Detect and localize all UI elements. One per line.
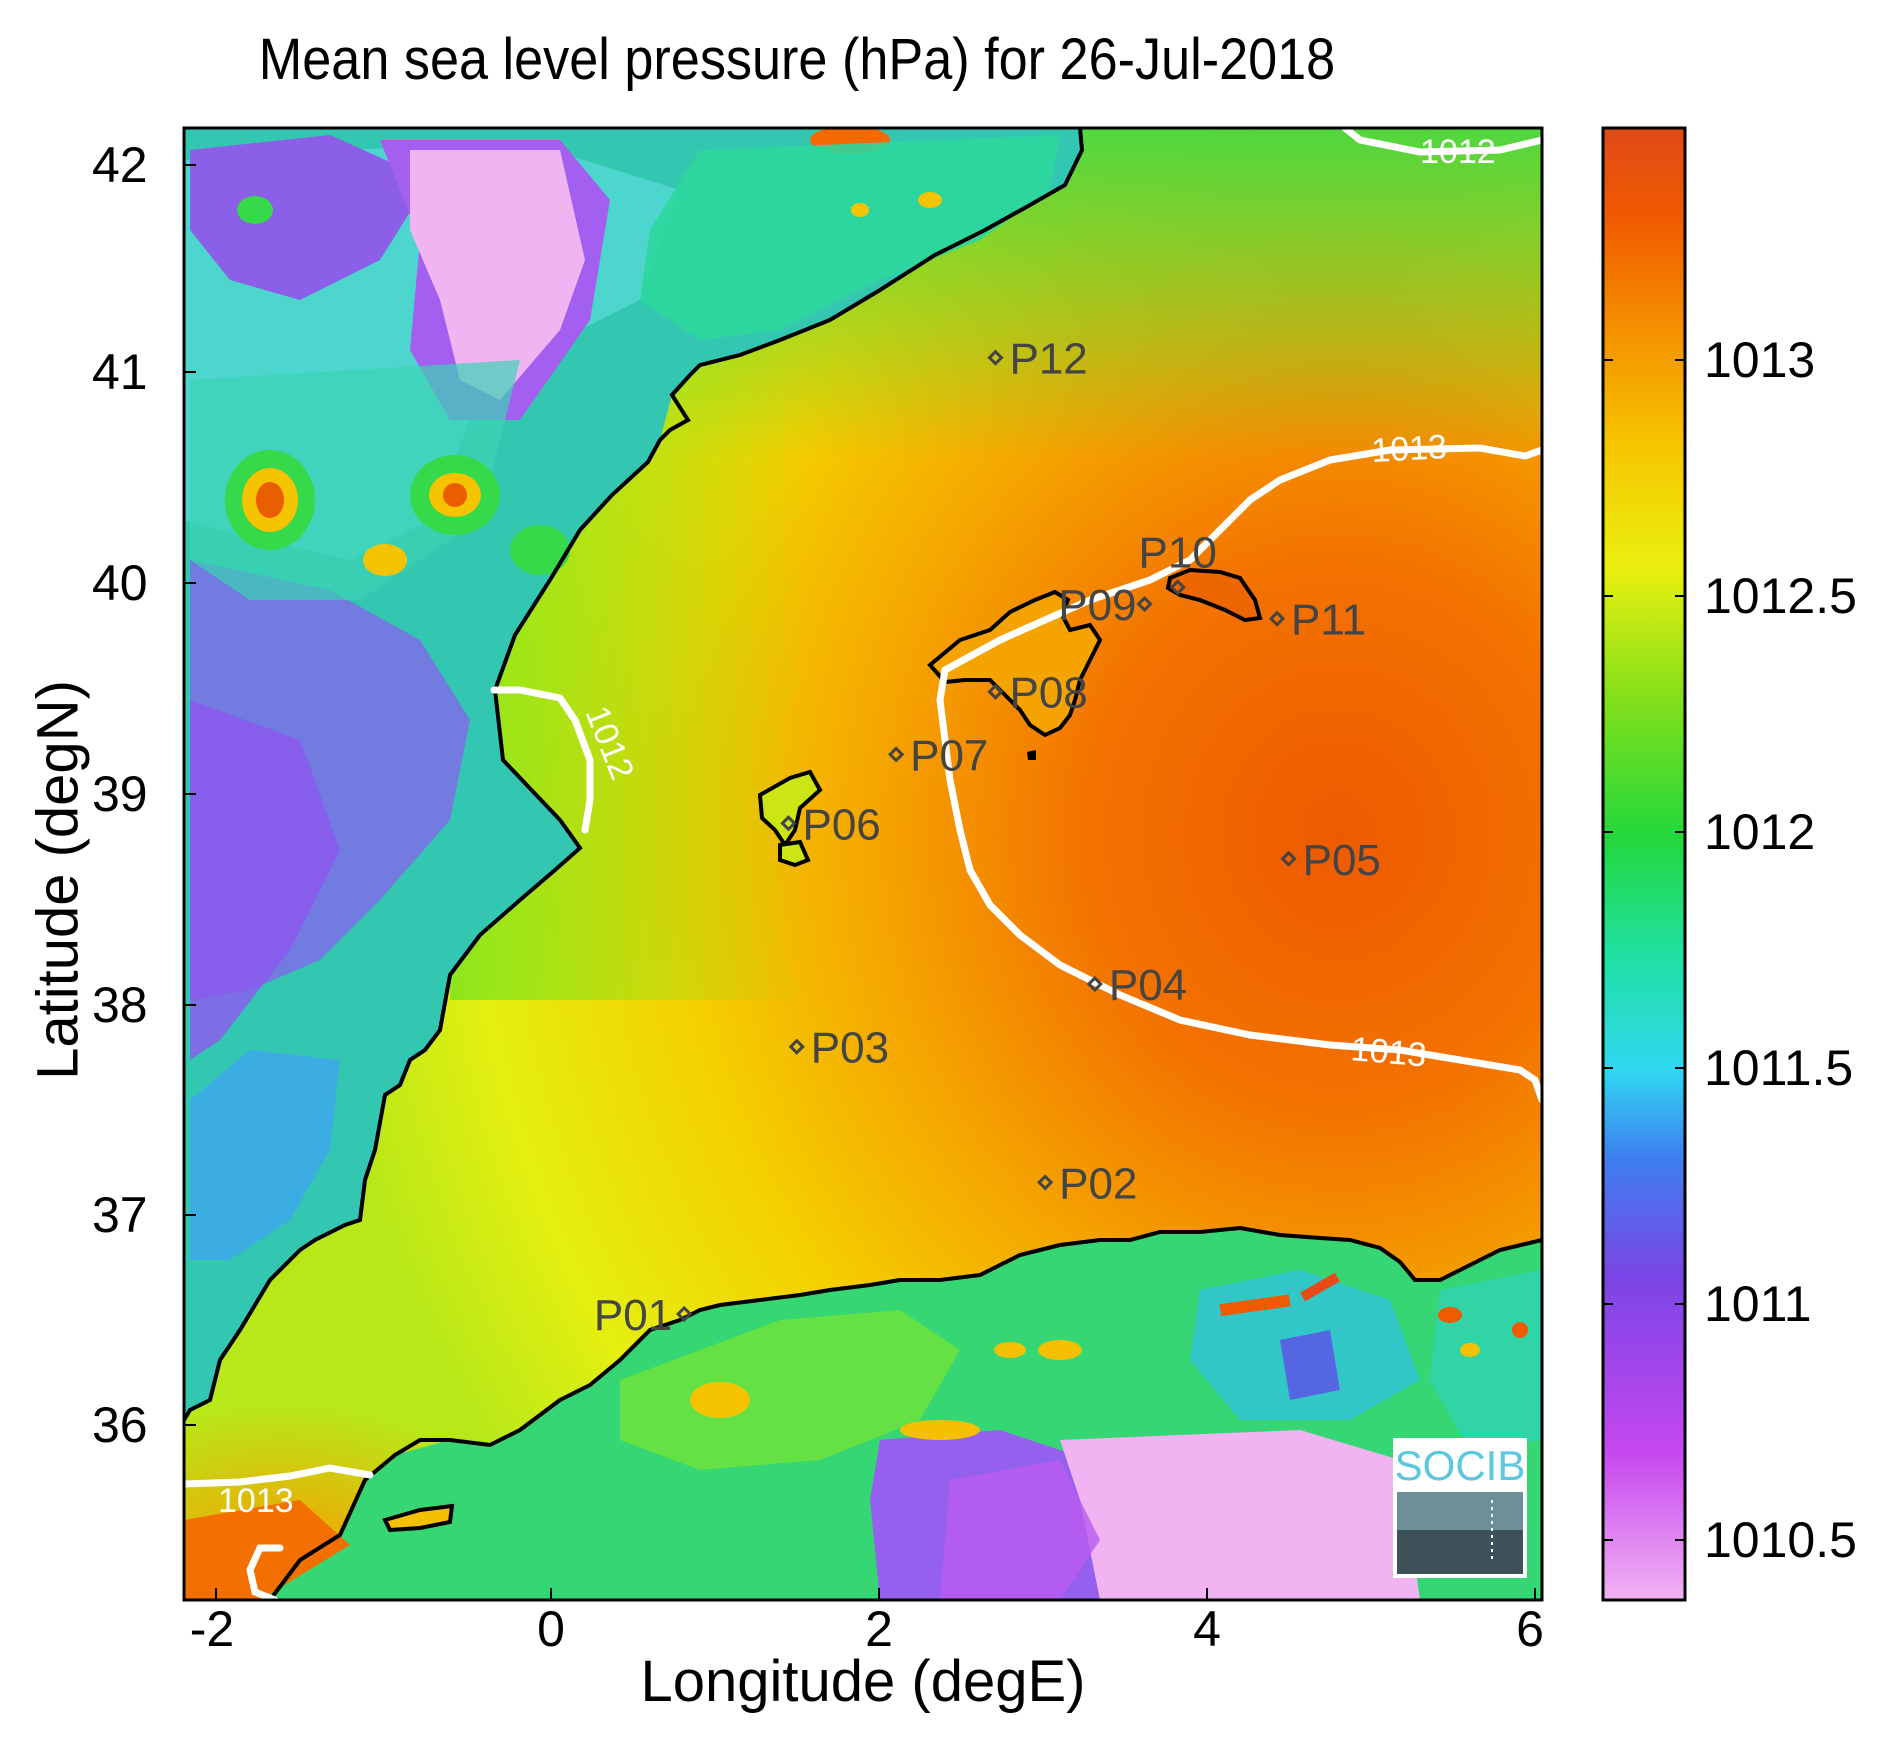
station-marker (987, 683, 1004, 700)
isobar-label: 1013 (1370, 428, 1448, 470)
isobar-1013-southwest (184, 1464, 374, 1488)
station-label: P06 (802, 800, 880, 849)
isobar-label: 1013 (1349, 1030, 1428, 1074)
station-marker (1280, 850, 1297, 867)
x-tick-label: 4 (1193, 1601, 1221, 1657)
station-marker (1136, 595, 1153, 613)
y-tick-label: 36 (92, 1397, 148, 1453)
y-tick-label: 37 (92, 1187, 148, 1243)
africa-coastline (268, 1225, 1542, 1600)
x-tick-label: -2 (189, 1601, 235, 1657)
ibiza (757, 769, 823, 849)
station-label: P01 (594, 1291, 672, 1340)
station-label: P09 (1058, 581, 1136, 630)
station-label: P11 (1291, 596, 1366, 645)
isobar-label: 1013 (218, 1482, 294, 1520)
y-tick-label: 39 (92, 766, 148, 822)
station-marker (1037, 1174, 1054, 1191)
x-axis-label: Longitude (degE) (640, 1649, 1086, 1714)
colorbar-tick-marks (1603, 359, 1685, 1541)
alboran-islet (382, 1503, 455, 1533)
isobar-1012-north (1341, 128, 1542, 156)
socib-logo: SOCIB (1393, 1438, 1527, 1578)
station-label: P05 (1303, 836, 1381, 885)
station-label: P12 (1009, 335, 1087, 384)
station-label: P02 (1059, 1159, 1137, 1208)
colorbar-tick-label: 1011.5 (1704, 1040, 1854, 1096)
logo-text: SOCIB (1395, 1442, 1526, 1489)
colorbar-tick-label: 1010.5 (1704, 1512, 1857, 1568)
station-marker (987, 349, 1004, 366)
isobar-1012-west (490, 686, 594, 834)
y-tick-label: 42 (92, 137, 148, 193)
station-label: P07 (910, 731, 988, 780)
station-marker (780, 815, 797, 832)
formentera (778, 839, 811, 868)
y-tick-label: 38 (92, 977, 148, 1033)
y-tick-label: 41 (92, 344, 148, 400)
station-label: P04 (1109, 961, 1187, 1010)
station-marker (1086, 975, 1103, 993)
x-tick-label: 6 (1516, 1601, 1544, 1657)
africa-relief (184, 1270, 1542, 1600)
x-tick-label: 2 (865, 1601, 893, 1657)
station-marker (788, 1038, 805, 1055)
colorbar-tick-label: 1012.5 (1704, 568, 1857, 624)
station-marker (676, 1305, 693, 1323)
x-tick-label: 0 (537, 1601, 565, 1657)
colorbar (1601, 126, 1687, 1602)
map-field: 1012 1012 1013 1013 1013 P01P02P03P04P05… (184, 128, 1542, 1600)
station-marker (1268, 610, 1286, 627)
station-label: P03 (811, 1024, 889, 1073)
axis-tick-marks (184, 164, 1536, 1600)
isobars (184, 128, 1542, 1600)
station-label: P10 (1139, 528, 1217, 577)
colorbar-tick-label: 1012 (1704, 804, 1816, 860)
isobar-1013-main (936, 444, 1542, 1104)
plot-frame (182, 126, 1544, 1602)
station-label: P08 (1009, 669, 1087, 718)
y-tick-label: 40 (92, 555, 148, 611)
colorbar-tick-label: 1013 (1704, 332, 1816, 388)
iberia-relief (184, 128, 1060, 1260)
isobar-1013-loop (246, 1544, 284, 1600)
y-axis-label: Latitude (degN) (25, 680, 91, 1080)
chart-title: Mean sea level pressure (hPa) for 26-Jul… (258, 27, 1336, 92)
station-marker (1169, 579, 1186, 596)
iberia-coastline (184, 128, 1085, 1422)
station-marker (888, 746, 905, 763)
isobar-label: 1012 (1420, 133, 1496, 171)
colorbar-tick-label: 1011 (1704, 1276, 1812, 1332)
